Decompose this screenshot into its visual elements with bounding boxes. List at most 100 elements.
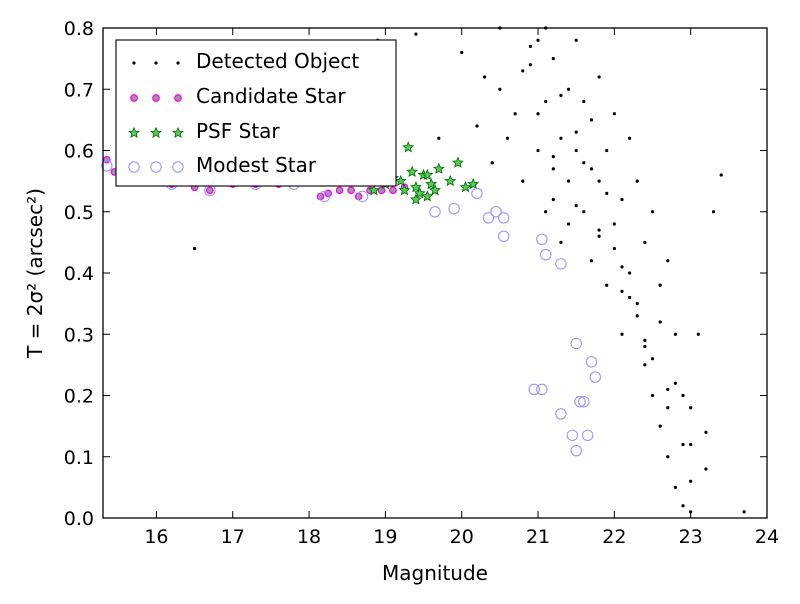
legend-label-psf: PSF Star	[196, 119, 280, 143]
point-s3-20	[570, 337, 582, 350]
point-s0-12	[513, 112, 517, 116]
point-s0-17	[544, 210, 548, 214]
point-s1-15	[354, 192, 363, 201]
legend-label-candidate: Candidate Star	[196, 84, 346, 108]
legend-marker-1-1	[152, 94, 160, 102]
point-s2-11	[429, 184, 441, 196]
point-s0-67	[582, 161, 586, 165]
point-s0-91	[643, 338, 647, 342]
point-s0-78	[574, 130, 578, 134]
y-tick-label-8: 0.8	[64, 18, 94, 40]
point-s2-9	[421, 190, 434, 202]
point-s0-37	[620, 197, 624, 202]
point-s0-82	[635, 314, 639, 318]
point-s0-79	[589, 167, 594, 171]
point-s0-93	[689, 479, 693, 483]
point-s2-5	[406, 165, 419, 177]
point-s0-75	[704, 467, 708, 471]
legend-box	[115, 39, 397, 187]
point-s3-19	[536, 383, 548, 396]
y-tick-label-7: 0.7	[64, 79, 94, 101]
point-s0-21	[559, 136, 563, 140]
point-s3-21	[574, 395, 586, 408]
point-s1-18	[389, 186, 397, 195]
legend-marker-0-0	[132, 61, 136, 65]
point-s2-6	[409, 181, 422, 193]
point-s3-28	[570, 444, 582, 457]
point-s1-6	[206, 186, 214, 195]
legend-label-modest: Modest Star	[196, 153, 317, 177]
point-s0-86	[528, 44, 533, 48]
point-s2-14	[451, 156, 464, 168]
point-s0-69	[612, 246, 616, 251]
point-s1-14	[347, 186, 355, 195]
point-s0-39	[628, 136, 632, 140]
point-s0-14	[528, 63, 533, 67]
point-s0-83	[650, 357, 655, 361]
point-s0-32	[597, 179, 601, 183]
point-s0-73	[673, 381, 678, 385]
point-s0-35	[612, 112, 616, 116]
legend-marker-2-0	[128, 126, 140, 139]
point-s3-13	[497, 212, 510, 224]
point-s3-23	[589, 371, 602, 383]
y-tick-label-5: 0.5	[64, 202, 94, 224]
legend-marker-0-2	[176, 61, 180, 65]
point-s2-17	[398, 184, 411, 196]
x-tick-label-0: 16	[144, 526, 168, 548]
point-s0-58	[704, 430, 708, 434]
point-s0-54	[681, 504, 685, 508]
point-s3-8	[429, 206, 441, 218]
point-s0-25	[574, 38, 578, 42]
legend-marker-0-1	[154, 61, 158, 65]
point-s3-15	[536, 233, 548, 246]
point-s0-41	[635, 179, 639, 183]
point-s0-84	[666, 406, 670, 410]
point-s0-40	[628, 271, 632, 275]
x-tick-label-3: 19	[373, 526, 397, 548]
point-s0-11	[505, 136, 510, 140]
point-s0-45	[650, 210, 655, 214]
point-s0-13	[521, 179, 525, 183]
point-s3-7	[356, 190, 369, 203]
point-s0-89	[597, 228, 601, 232]
point-s3-11	[482, 212, 495, 224]
point-s0-57	[696, 332, 700, 336]
point-s0-49	[666, 259, 670, 263]
point-s3-14	[497, 230, 510, 243]
point-s0-28	[582, 99, 586, 104]
legend-marker-1-2	[174, 94, 182, 102]
point-s3-26	[566, 429, 579, 442]
point-s0-65	[551, 197, 555, 202]
point-s0-6	[460, 50, 464, 55]
point-s3-12	[490, 206, 502, 218]
point-s0-77	[559, 93, 563, 97]
point-s0-48	[658, 424, 662, 428]
point-s0-81	[620, 265, 624, 269]
point-s0-9	[490, 161, 494, 165]
point-s2-19	[421, 168, 434, 181]
point-s0-63	[521, 69, 525, 73]
point-s2-15	[459, 181, 472, 193]
point-s3-24	[578, 395, 590, 408]
point-s2-4	[402, 141, 415, 153]
point-s0-64	[536, 112, 540, 116]
point-s0-16	[536, 38, 540, 42]
point-s0-42	[635, 302, 639, 306]
point-s0-36	[612, 222, 616, 226]
axis-ticks: 16 17 18 19 20 21 22 23 24 0.0 0.1 0.2 0.3 0.4 0.5 0.6 0…	[64, 18, 779, 548]
series-3	[101, 160, 602, 457]
x-tick-label-8: 24	[755, 526, 779, 548]
point-s0-60	[719, 173, 723, 177]
point-s0-52	[673, 485, 678, 489]
x-tick-label-2: 18	[297, 526, 321, 548]
point-s0-51	[673, 332, 678, 336]
point-s3-0	[101, 160, 113, 172]
x-tick-label-1: 17	[221, 526, 245, 548]
point-s0-71	[643, 344, 647, 349]
y-axis-label: T = 2σ² (arcsec²)	[23, 188, 47, 359]
point-s0-59	[711, 210, 716, 214]
point-s2-10	[425, 177, 438, 190]
series-0	[192, 26, 746, 514]
